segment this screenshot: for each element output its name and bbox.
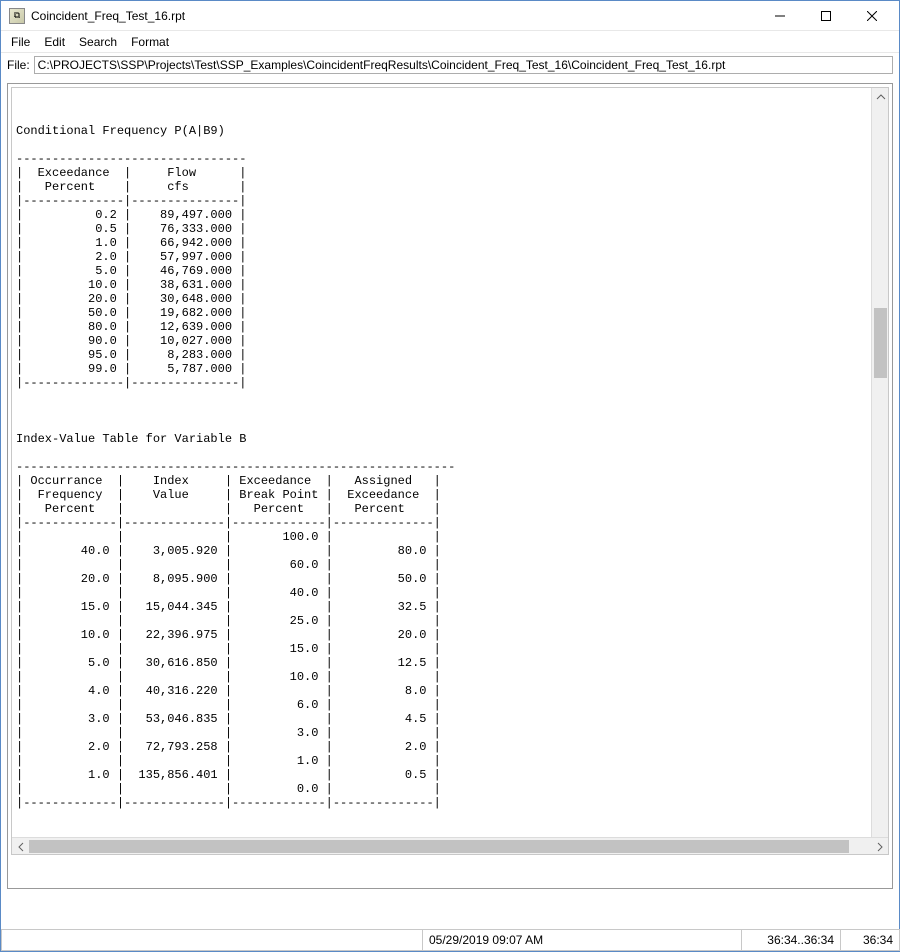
vertical-scroll-thumb[interactable] bbox=[874, 308, 887, 378]
scroll-left-icon[interactable] bbox=[12, 838, 29, 855]
scroll-up-icon[interactable] bbox=[872, 88, 889, 105]
status-cell-empty bbox=[1, 929, 423, 951]
menu-file[interactable]: File bbox=[5, 33, 36, 50]
horizontal-scrollbar[interactable] bbox=[12, 837, 888, 854]
menu-format[interactable]: Format bbox=[125, 33, 175, 50]
titlebar: ⧉ Coincident_Freq_Test_16.rpt bbox=[1, 1, 899, 31]
horizontal-scroll-thumb[interactable] bbox=[29, 840, 849, 853]
scroll-right-icon[interactable] bbox=[871, 838, 888, 855]
report-panel: Conditional Frequency P(A|B9) ----------… bbox=[7, 83, 893, 889]
file-path-input[interactable] bbox=[34, 56, 893, 74]
menu-edit[interactable]: Edit bbox=[38, 33, 71, 50]
status-selection: 36:34..36:34 bbox=[741, 929, 841, 951]
statusbar: 05/29/2019 09:07 AM 36:34..36:34 36:34 bbox=[1, 929, 899, 951]
window-title: Coincident_Freq_Test_16.rpt bbox=[31, 9, 185, 23]
status-date: 05/29/2019 09:07 AM bbox=[422, 929, 742, 951]
menubar: File Edit Search Format bbox=[1, 31, 899, 53]
file-label: File: bbox=[7, 58, 30, 72]
minimize-button[interactable] bbox=[757, 1, 803, 31]
close-icon bbox=[867, 11, 877, 21]
app-icon: ⧉ bbox=[9, 8, 25, 24]
menu-search[interactable]: Search bbox=[73, 33, 123, 50]
status-position: 36:34 bbox=[840, 929, 900, 951]
vertical-scrollbar[interactable] bbox=[871, 88, 888, 854]
maximize-button[interactable] bbox=[803, 1, 849, 31]
file-row: File: bbox=[1, 53, 899, 77]
report-text[interactable]: Conditional Frequency P(A|B9) ----------… bbox=[12, 88, 871, 837]
report-scroll-area: Conditional Frequency P(A|B9) ----------… bbox=[11, 87, 889, 855]
minimize-icon bbox=[775, 11, 785, 21]
close-button[interactable] bbox=[849, 1, 895, 31]
maximize-icon bbox=[821, 11, 831, 21]
